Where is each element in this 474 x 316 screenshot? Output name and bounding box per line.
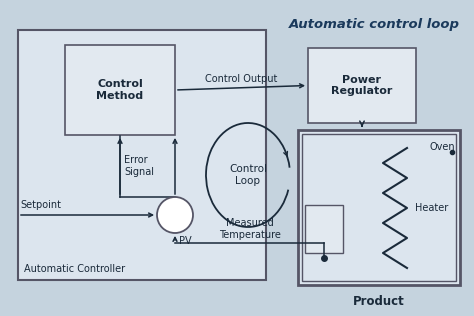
Text: Power
Regulator: Power Regulator — [331, 75, 392, 96]
Circle shape — [157, 197, 193, 233]
Text: Control
Method: Control Method — [96, 79, 144, 101]
Bar — [305, 205, 343, 253]
Text: Error
Signal: Error Signal — [124, 155, 154, 177]
Text: Setpoint: Setpoint — [20, 200, 61, 210]
Text: Oven: Oven — [429, 142, 455, 152]
Text: PV: PV — [179, 236, 191, 246]
Bar — [298, 130, 460, 285]
Text: Heater: Heater — [415, 203, 448, 213]
Text: Control Output: Control Output — [205, 74, 278, 84]
Bar — [302, 134, 456, 281]
Text: Control
Loop: Control Loop — [229, 164, 267, 186]
Bar — [65, 45, 175, 135]
Bar — [308, 48, 416, 123]
Text: Automatic Controller: Automatic Controller — [24, 264, 125, 274]
Bar — [18, 30, 266, 280]
Text: Automatic control loop: Automatic control loop — [289, 18, 460, 31]
Text: Product: Product — [353, 295, 405, 308]
Text: Measured
Temperature: Measured Temperature — [219, 218, 281, 240]
